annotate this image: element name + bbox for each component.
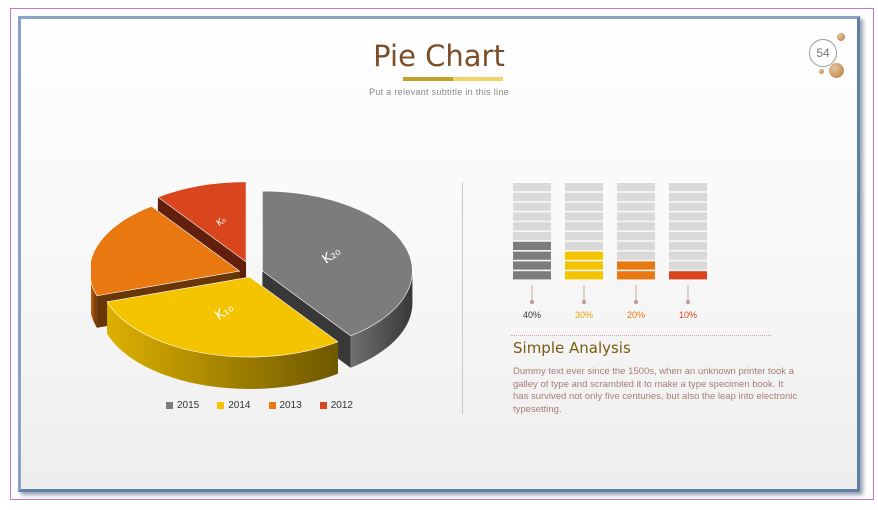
legend-label: 2015 xyxy=(177,400,200,411)
analysis-title: Simple Analysis xyxy=(513,339,631,357)
bar-cell-empty xyxy=(669,222,707,231)
legend-label: 2012 xyxy=(330,400,353,411)
dotted-separator xyxy=(511,335,771,336)
bar-cell-filled xyxy=(565,261,603,270)
legend-swatch xyxy=(319,402,327,409)
pie-slice-top xyxy=(91,205,241,297)
bar-cell-empty xyxy=(669,241,707,250)
bar-leader-dot xyxy=(633,299,639,305)
bar-cell-empty xyxy=(617,212,655,221)
bar-column-2015: 40% xyxy=(513,183,551,320)
bar-cell-empty xyxy=(669,232,707,241)
bar-cell-empty xyxy=(617,251,655,260)
page-subtitle: Put a relevant subtitle in this line xyxy=(369,87,509,97)
bar-cell-filled xyxy=(617,261,655,270)
bar-cell-empty xyxy=(513,183,551,192)
bar-cell-empty xyxy=(513,222,551,231)
title-underline-light xyxy=(453,77,503,81)
outer-frame xyxy=(10,8,874,500)
bar-cell-empty xyxy=(565,192,603,201)
slide: Pie Chart Put a relevant subtitle in thi… xyxy=(18,16,860,492)
bar-cell-filled xyxy=(565,251,603,260)
decor-dot xyxy=(819,69,824,74)
bar-cell-empty xyxy=(617,202,655,211)
bar-value-label: 40% xyxy=(523,310,541,320)
bar-cell-empty xyxy=(565,202,603,211)
page-number-badge: 54 xyxy=(809,39,837,67)
legend-item: 2013 xyxy=(268,400,302,411)
bar-cell-empty xyxy=(565,212,603,221)
bar-column-2012: 10% xyxy=(669,183,707,320)
analysis-body: Dummy text ever since the 1500s, when an… xyxy=(513,366,798,415)
legend-swatch xyxy=(217,402,225,409)
bar-cell-empty xyxy=(617,232,655,241)
legend-label: 2014 xyxy=(228,400,251,411)
bar-cell-empty xyxy=(565,241,603,250)
decor-dot xyxy=(837,33,845,41)
bar-value-label: 10% xyxy=(679,310,697,320)
legend-item: 2012 xyxy=(319,400,353,411)
bar-cell-empty xyxy=(669,202,707,211)
bar-cell-empty xyxy=(565,232,603,241)
pie-slice-top xyxy=(157,181,247,263)
pie-slice-top xyxy=(262,190,413,337)
bar-value-label: 30% xyxy=(575,310,593,320)
bar-cell-filled xyxy=(617,271,655,280)
title-underline-dark xyxy=(403,77,453,81)
vertical-divider xyxy=(462,182,463,414)
bar-cell-filled xyxy=(669,271,707,280)
bar-cell-empty xyxy=(617,192,655,201)
legend-label: 2013 xyxy=(279,400,302,411)
bar-column-2013: 20% xyxy=(617,183,655,320)
pie-slice-side xyxy=(350,271,413,368)
page-title: Pie Chart xyxy=(373,39,505,73)
bar-cell-filled xyxy=(513,241,551,250)
bar-cell-empty xyxy=(669,192,707,201)
bar-cell-filled xyxy=(565,271,603,280)
bar-cell-filled xyxy=(513,261,551,270)
pie-slice-2014: K₁₀ xyxy=(106,276,339,390)
bar-cell-empty xyxy=(513,232,551,241)
bar-cell-empty xyxy=(669,183,707,192)
pie-slice-side xyxy=(107,301,338,390)
bar-leader-dot xyxy=(685,299,691,305)
legend-item: 2015 xyxy=(166,400,199,411)
bar-cell-empty xyxy=(617,222,655,231)
bar-cell-empty xyxy=(513,202,551,211)
bar-cell-empty xyxy=(565,222,603,231)
legend-swatch xyxy=(268,402,276,409)
bar-column-2014: 30% xyxy=(565,183,603,320)
bar-cell-empty xyxy=(617,241,655,250)
bar-cell-filled xyxy=(513,271,551,280)
bar-cell-empty xyxy=(617,183,655,192)
bar-cell-empty xyxy=(669,212,707,221)
legend-item: 2014 xyxy=(217,400,251,411)
bar-leader-dot xyxy=(581,299,587,305)
bar-cell-empty xyxy=(669,251,707,260)
bar-cell-empty xyxy=(565,183,603,192)
bar-cell-empty xyxy=(513,212,551,221)
decor-dot xyxy=(829,63,844,78)
legend-swatch xyxy=(166,402,173,409)
pie-slice-top xyxy=(106,276,339,358)
bar-leader-dot xyxy=(529,299,535,305)
bar-cell-filled xyxy=(513,251,551,260)
bar-value-label: 20% xyxy=(627,310,645,320)
bar-cell-empty xyxy=(513,192,551,201)
pie-legend: 2015 2014 2013 2012 xyxy=(166,400,353,411)
cell-bar-chart: 40% 30% 20% 10% xyxy=(513,183,707,320)
bar-cell-empty xyxy=(669,261,707,270)
